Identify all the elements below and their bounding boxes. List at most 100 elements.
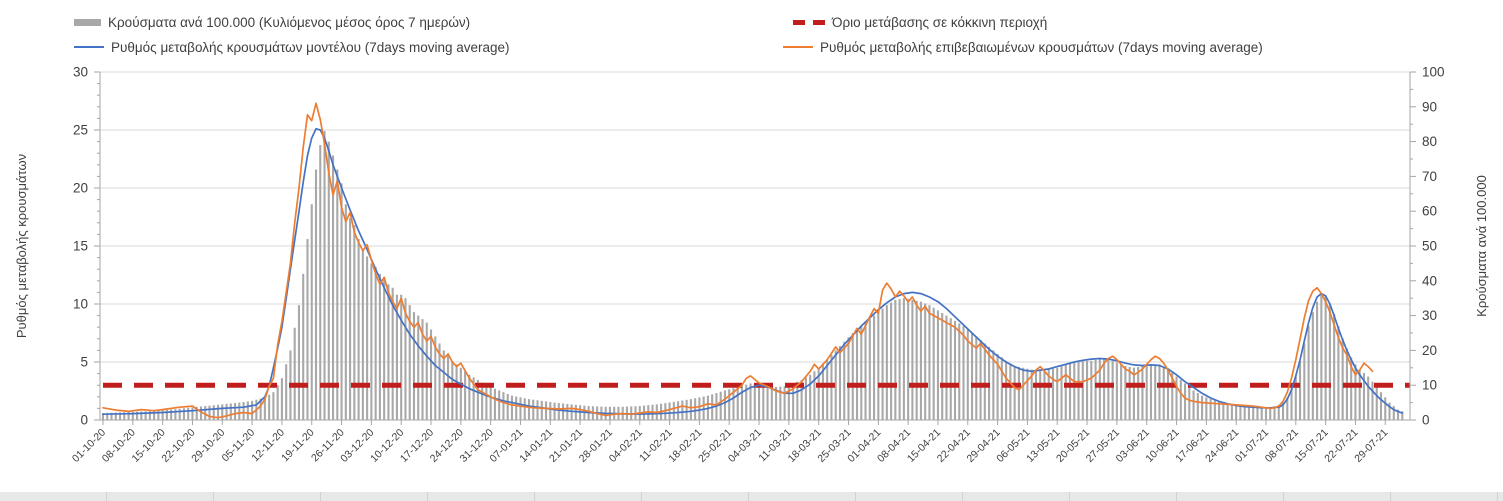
daily-cases-bar (1230, 404, 1233, 420)
daily-cases-bar (1273, 406, 1276, 420)
daily-cases-bar (1243, 406, 1246, 420)
legend-label-threshold: Όριο μετάβασης σε κόκκινη περιοχή (832, 14, 1048, 30)
daily-cases-bar (911, 299, 914, 420)
daily-cases-bar (1299, 360, 1302, 420)
daily-cases-bar (101, 413, 105, 420)
daily-cases-bar (902, 298, 905, 420)
y-left-tick-label: 10 (73, 297, 88, 312)
daily-cases-bar (885, 305, 888, 420)
daily-cases-bar (370, 263, 373, 420)
daily-cases-bar (106, 412, 109, 420)
daily-cases-bar (157, 410, 160, 420)
daily-cases-bar (285, 364, 288, 420)
daily-cases-bar (1047, 369, 1050, 420)
daily-cases-bar (800, 379, 803, 420)
daily-cases-bar (694, 398, 697, 420)
daily-cases-bar (293, 327, 296, 420)
daily-cases-bar (924, 303, 927, 420)
daily-cases-bar (979, 339, 982, 420)
y-left-tick-label: 25 (73, 123, 88, 138)
daily-cases-bar (344, 204, 347, 420)
daily-cases-bar (314, 169, 318, 420)
daily-cases-bar (468, 374, 471, 420)
daily-cases-bar (336, 169, 339, 420)
daily-cases-bar (153, 410, 156, 420)
daily-cases-bar (306, 239, 309, 420)
daily-cases-bar (983, 343, 986, 420)
daily-cases-bar (127, 412, 130, 420)
daily-cases-bar (1094, 359, 1097, 420)
daily-cases-bar (412, 312, 416, 420)
daily-cases-bar (455, 364, 458, 420)
daily-cases-bar (898, 299, 901, 420)
daily-cases-bar (1222, 402, 1225, 420)
daily-cases-bar (165, 409, 168, 420)
daily-cases-bar (510, 395, 514, 420)
legend-label-cases-bars: Κρούσματα ανά 100.000 (Κυλιόμενος μέσος … (108, 14, 471, 30)
daily-cases-bar (532, 399, 535, 420)
daily-cases-bar (1179, 379, 1182, 420)
y-right-tick-labels: 0 10 20 30 40 50 60 70 80 90 100 (1422, 65, 1445, 428)
daily-cases-bar (1077, 361, 1080, 420)
x-axis-tick-labels: 01-10-2008-10-2015-10-2022-10-2029-10-20… (70, 427, 1391, 465)
daily-cases-bar (276, 385, 279, 420)
daily-cases-bar (672, 401, 675, 420)
daily-cases-bar (1269, 407, 1272, 420)
daily-cases-bar (208, 405, 211, 420)
y-left-axis-title: Ρυθμός μεταβολής κρουσμάτων (14, 153, 29, 339)
daily-cases-bar (1107, 359, 1110, 420)
daily-cases-bar (851, 333, 854, 420)
daily-cases-bar (536, 400, 539, 420)
daily-cases-bar (1392, 406, 1395, 420)
daily-cases-bar (1264, 407, 1268, 420)
daily-cases-bar (681, 400, 684, 420)
daily-cases-bar (949, 318, 952, 420)
daily-cases-bar (447, 355, 450, 420)
daily-cases-bar (1239, 405, 1242, 420)
daily-cases-bar (238, 402, 241, 420)
daily-cases-bar (114, 412, 117, 420)
daily-cases-bar (131, 411, 134, 420)
daily-cases-bar (357, 239, 360, 420)
daily-cases-bar (1039, 369, 1042, 420)
daily-cases-bar (523, 398, 526, 420)
daily-cases-bar (826, 359, 829, 420)
daily-cases-bar (562, 403, 565, 420)
daily-cases-bar (1375, 386, 1378, 420)
daily-cases-bar (1115, 362, 1118, 420)
daily-cases-bar (1213, 400, 1216, 420)
daily-cases-bar (417, 315, 420, 420)
daily-cases-bar (1307, 326, 1310, 420)
daily-cases-bar (1256, 407, 1259, 420)
daily-cases-bar (216, 404, 220, 420)
daily-cases-bar (1350, 357, 1353, 420)
daily-cases-bar (374, 266, 377, 420)
daily-cases-bar (1103, 359, 1106, 420)
y-left-tick-labels: 0 5 10 15 20 25 30 (73, 65, 88, 428)
daily-cases-bar (996, 353, 999, 420)
daily-cases-bar (1090, 360, 1093, 420)
daily-cases-bar (689, 399, 692, 420)
daily-cases-bar (1022, 367, 1025, 420)
daily-cases-bar (140, 411, 143, 420)
daily-cases-bar (1017, 366, 1020, 420)
daily-cases-bar (1064, 364, 1067, 420)
y-left-tick-label: 15 (73, 239, 88, 254)
daily-cases-bar (1358, 369, 1361, 420)
y-right-tick-label: 0 (1422, 413, 1430, 428)
daily-cases-bar (1303, 343, 1306, 420)
daily-cases-bar (476, 379, 479, 420)
daily-cases-bar (506, 393, 509, 420)
y-right-tick-label: 80 (1422, 134, 1437, 149)
plot-gridlines (100, 71, 1410, 363)
daily-cases-bar (1384, 397, 1387, 420)
daily-cases-bar (1388, 402, 1391, 420)
daily-cases-bar (1056, 367, 1059, 420)
threshold-swatch (793, 19, 825, 25)
daily-cases-bar (229, 403, 232, 420)
daily-cases-bar (1068, 363, 1072, 420)
daily-cases-bar (928, 305, 931, 420)
daily-cases-bar (936, 310, 940, 420)
cases-bars (101, 131, 1404, 421)
